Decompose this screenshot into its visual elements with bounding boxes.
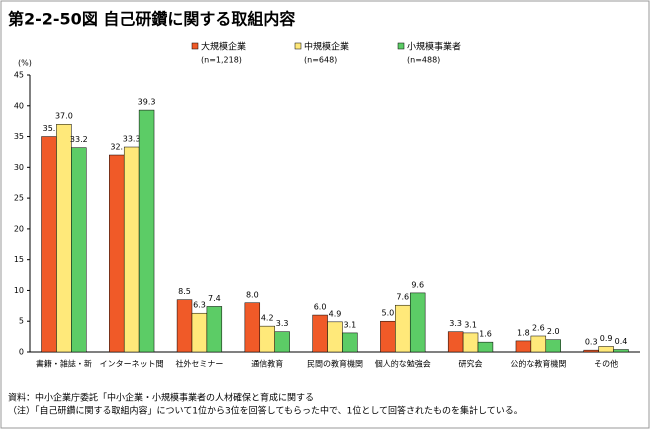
value-label: 0.3 (585, 338, 598, 347)
value-label: 4.9 (329, 309, 342, 318)
footnote: （注）「自己研鑽に関する取組内容」について1位から3位を回答してもらった中で、1… (8, 405, 523, 417)
x-tick-label: その他 (594, 359, 618, 369)
value-label: 4.2 (261, 314, 274, 323)
y-tick-label: 0 (19, 348, 24, 357)
bar (206, 306, 223, 353)
value-label: 0.9 (600, 334, 613, 343)
bar (583, 349, 599, 353)
footnote: 資料：中小企業庁委託「中小企業・小規模事業者の人材確保と育成に関する (8, 392, 314, 404)
value-label: 33.3 (123, 135, 141, 144)
value-label: 39.3 (138, 98, 156, 107)
value-label: 3.1 (464, 320, 477, 329)
value-label: 32. (110, 143, 123, 152)
bar (545, 339, 561, 353)
bar (312, 314, 328, 353)
value-label: 5.0 (381, 309, 394, 318)
value-label: 6.0 (314, 303, 327, 312)
bar (409, 292, 426, 353)
legend-note: (n=488) (407, 56, 440, 65)
bar (109, 154, 125, 353)
bar (530, 335, 547, 353)
bar (259, 325, 275, 353)
bar (176, 299, 193, 353)
y-tick-label: 35 (14, 132, 24, 141)
bar (274, 331, 290, 353)
y-tick-label: 40 (14, 101, 24, 110)
bar (244, 302, 261, 353)
value-label: 3.3 (276, 319, 289, 328)
value-label: 35. (43, 124, 56, 133)
x-tick-label: 社外セミナー (175, 359, 223, 369)
legend-swatch (294, 42, 302, 50)
x-tick-label: 民間の教育機関 (307, 359, 363, 369)
bar (123, 146, 140, 353)
x-tick-label: 書籍・雑誌・新 (36, 359, 92, 369)
bar (380, 320, 396, 353)
bar (138, 109, 155, 353)
value-label: 3.1 (344, 320, 357, 329)
bar (327, 321, 343, 353)
y-tick-label: 25 (14, 194, 24, 203)
x-tick-label: インターネット閲 (100, 360, 164, 369)
bar (71, 147, 87, 353)
bar (395, 304, 411, 353)
value-label: 3.3 (449, 319, 462, 328)
bar (342, 332, 358, 353)
bar (41, 136, 57, 353)
y-tick-label: 5 (19, 317, 24, 326)
bar (191, 312, 208, 353)
x-tick-label: 公的な教育機関 (510, 359, 566, 369)
value-label: 0.4 (615, 337, 628, 346)
value-label: 8.5 (178, 287, 191, 296)
legend-label: 大規模企業 (201, 41, 246, 53)
value-label: 7.4 (208, 294, 221, 303)
bar (56, 123, 72, 353)
value-label: 33.2 (70, 135, 88, 144)
value-label: 1.6 (479, 330, 492, 339)
legend-swatch (191, 42, 199, 50)
value-label: 1.8 (517, 328, 530, 337)
y-axis-label: (%) (18, 59, 32, 68)
legend-note: (n=648) (304, 56, 337, 65)
legend-label: 中規模企業 (304, 41, 349, 53)
value-label: 7.6 (396, 293, 409, 302)
y-tick-label: 30 (14, 163, 24, 172)
y-tick-label: 45 (14, 71, 24, 80)
value-label: 8.0 (246, 290, 259, 299)
y-tick-label: 10 (14, 286, 24, 295)
value-label: 37.0 (55, 112, 73, 121)
x-tick-label: 通信教育 (251, 359, 283, 369)
chart-title: 第2-2-50図 自己研鑽に関する取組内容 (8, 10, 295, 29)
y-tick-label: 20 (14, 224, 24, 233)
bar (515, 340, 532, 353)
value-label: 2.0 (547, 327, 560, 336)
value-label: 9.6 (411, 280, 424, 289)
bar (613, 349, 629, 353)
value-label: 6.3 (193, 301, 206, 310)
legend-swatch (397, 42, 405, 50)
x-tick-label: 個人的な勉強会 (375, 359, 431, 369)
legend-note: (n=1,218) (201, 56, 242, 65)
y-tick-label: 15 (14, 255, 24, 264)
legend-label: 小規模事業者 (407, 41, 461, 53)
bar (477, 341, 494, 353)
x-tick-label: 研究会 (459, 359, 483, 369)
value-label: 2.6 (532, 323, 545, 332)
bar (462, 332, 479, 353)
bar (447, 331, 464, 353)
bar (598, 346, 614, 353)
